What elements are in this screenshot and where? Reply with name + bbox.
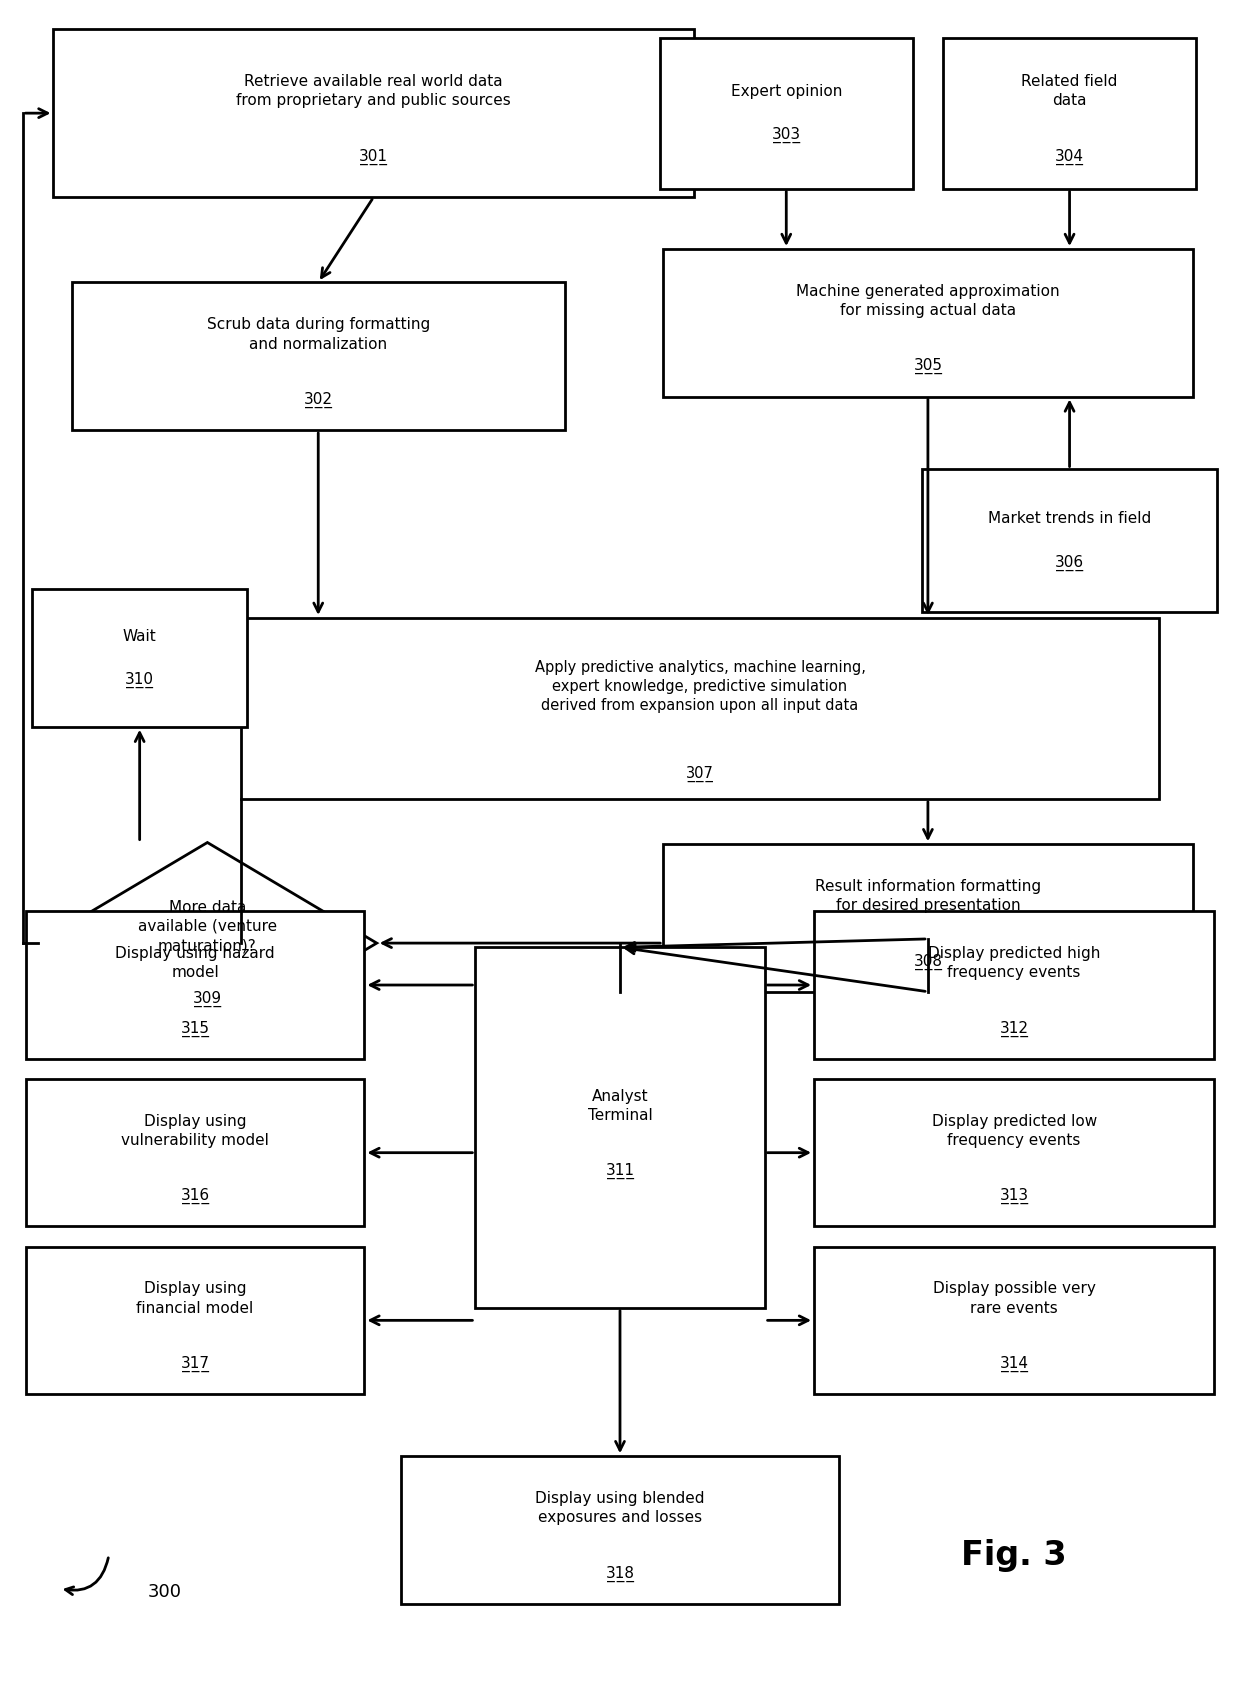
FancyBboxPatch shape <box>660 37 913 189</box>
Text: Analyst
Terminal: Analyst Terminal <box>588 1089 652 1122</box>
Text: 3̲0̲6̲: 3̲0̲6̲ <box>1055 554 1084 571</box>
Text: Related field
data: Related field data <box>1022 74 1117 108</box>
Text: More data
available (venture
maturation)?: More data available (venture maturation)… <box>138 900 277 954</box>
Text: Display predicted high
frequency events: Display predicted high frequency events <box>928 945 1100 981</box>
Text: 3̲1̲2̲: 3̲1̲2̲ <box>999 1021 1029 1036</box>
Text: 3̲0̲9̲: 3̲0̲9̲ <box>193 991 222 1006</box>
FancyBboxPatch shape <box>26 1247 365 1393</box>
Text: Display using hazard
model: Display using hazard model <box>115 945 275 981</box>
Text: Apply predictive analytics, machine learning,
expert knowledge, predictive simul: Apply predictive analytics, machine lear… <box>534 661 866 713</box>
Text: Expert opinion: Expert opinion <box>730 84 842 99</box>
Text: Display possible very
rare events: Display possible very rare events <box>932 1282 1096 1316</box>
Text: Display predicted low
frequency events: Display predicted low frequency events <box>931 1114 1096 1147</box>
FancyBboxPatch shape <box>53 29 694 197</box>
Text: 3̲1̲1̲: 3̲1̲1̲ <box>605 1163 635 1179</box>
Text: 3̲1̲7̲: 3̲1̲7̲ <box>181 1356 210 1372</box>
Text: Fig. 3: Fig. 3 <box>961 1538 1066 1572</box>
FancyBboxPatch shape <box>813 1247 1214 1393</box>
Text: 3̲1̲0̲: 3̲1̲0̲ <box>125 672 154 687</box>
Text: Scrub data during formatting
and normalization: Scrub data during formatting and normali… <box>207 317 430 352</box>
Text: 3̲0̲5̲: 3̲0̲5̲ <box>914 359 942 374</box>
Text: Display using
vulnerability model: Display using vulnerability model <box>122 1114 269 1147</box>
FancyBboxPatch shape <box>475 947 765 1308</box>
Text: 3̲1̲3̲: 3̲1̲3̲ <box>999 1188 1029 1205</box>
Text: Display using
financial model: Display using financial model <box>136 1282 254 1316</box>
Text: Wait: Wait <box>123 629 156 644</box>
Polygon shape <box>38 842 377 1043</box>
FancyBboxPatch shape <box>402 1456 838 1604</box>
Text: 3̲0̲8̲: 3̲0̲8̲ <box>914 954 942 969</box>
Text: 3̲0̲1̲: 3̲0̲1̲ <box>360 148 388 165</box>
FancyBboxPatch shape <box>242 618 1159 799</box>
FancyBboxPatch shape <box>921 470 1218 612</box>
FancyBboxPatch shape <box>26 1078 365 1227</box>
Text: Machine generated approximation
for missing actual data: Machine generated approximation for miss… <box>796 283 1060 318</box>
Text: 3̲1̲5̲: 3̲1̲5̲ <box>181 1021 210 1036</box>
FancyBboxPatch shape <box>32 590 248 726</box>
Text: 3̲0̲3̲: 3̲0̲3̲ <box>771 126 801 143</box>
FancyBboxPatch shape <box>663 844 1193 992</box>
FancyBboxPatch shape <box>813 1078 1214 1227</box>
Text: 3̲0̲4̲: 3̲0̲4̲ <box>1055 148 1084 165</box>
Text: Display using blended
exposures and losses: Display using blended exposures and loss… <box>536 1491 704 1525</box>
FancyBboxPatch shape <box>663 249 1193 396</box>
Text: 3̲0̲7̲: 3̲0̲7̲ <box>686 765 714 782</box>
Text: 3̲1̲4̲: 3̲1̲4̲ <box>999 1356 1029 1372</box>
FancyArrowPatch shape <box>66 1559 108 1594</box>
FancyBboxPatch shape <box>813 912 1214 1058</box>
FancyBboxPatch shape <box>26 912 365 1058</box>
Text: Result information formatting
for desired presentation: Result information formatting for desire… <box>815 880 1040 913</box>
Text: 300: 300 <box>148 1582 181 1601</box>
Text: Market trends in field: Market trends in field <box>988 512 1151 526</box>
Text: 3̲0̲2̲: 3̲0̲2̲ <box>304 391 332 408</box>
Text: Retrieve available real world data
from proprietary and public sources: Retrieve available real world data from … <box>237 74 511 108</box>
Text: 3̲1̲6̲: 3̲1̲6̲ <box>181 1188 210 1205</box>
FancyBboxPatch shape <box>72 283 564 430</box>
FancyBboxPatch shape <box>944 37 1195 189</box>
Text: 3̲1̲8̲: 3̲1̲8̲ <box>605 1565 635 1582</box>
